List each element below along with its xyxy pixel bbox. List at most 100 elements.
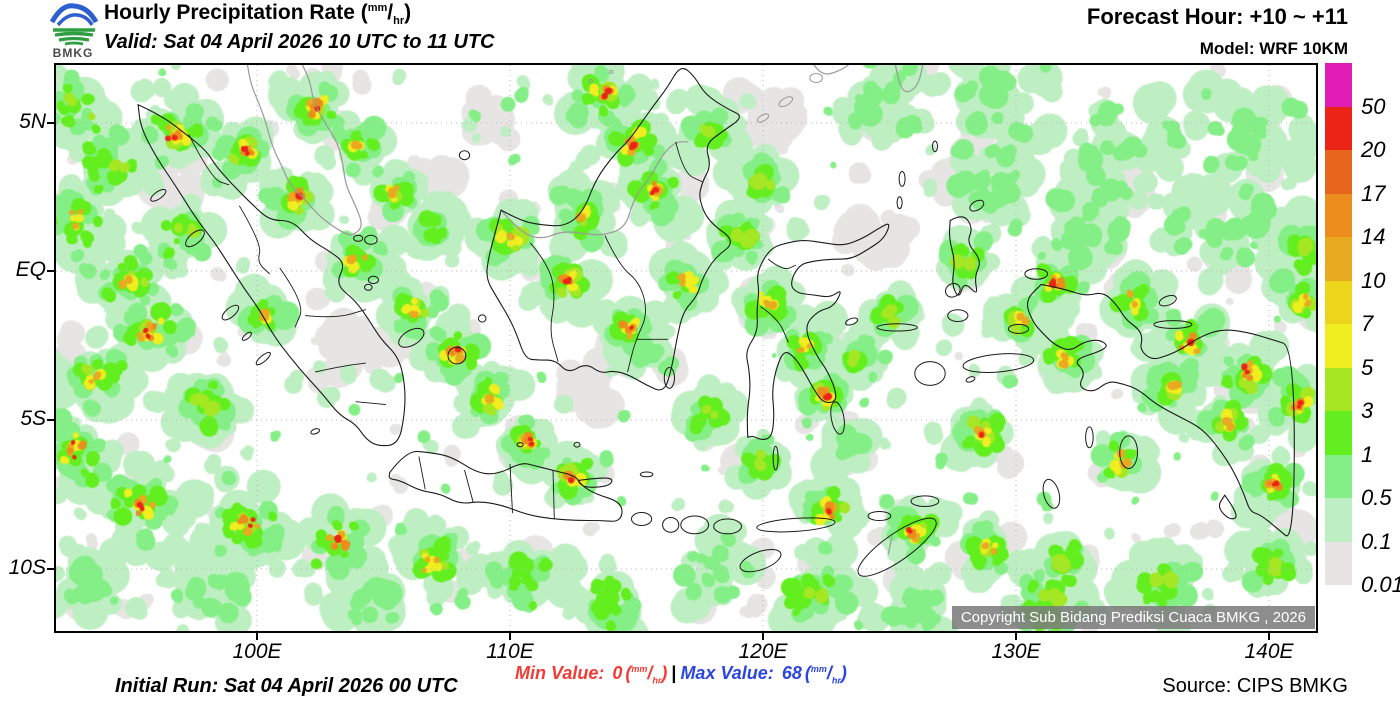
island-outline <box>947 309 969 323</box>
unit-open: ( <box>625 663 632 683</box>
minmax-line: Min Value: 0 (mm/hr) | Max Value: 68 (mm/hr) <box>515 663 847 686</box>
x-axis-tick <box>762 633 764 640</box>
colorbar-swatch <box>1325 63 1352 107</box>
colorbar-swatch <box>1325 541 1352 585</box>
island-outline <box>255 351 271 366</box>
min-value-text: Min Value: 0 (mm/hr) <box>515 663 668 686</box>
province-border <box>418 456 426 490</box>
island-outline <box>1007 323 1030 334</box>
source-line: Source: CIPS BMKG <box>1162 675 1348 697</box>
island-outline <box>221 304 240 321</box>
unit-den: hr <box>652 675 662 686</box>
y-axis-label: 5N <box>19 110 46 133</box>
map-area: Copyright Sub Bidang Prediksi Cuaca BMKG… <box>54 63 1318 633</box>
island-outline <box>662 517 680 533</box>
logo-wave-3 <box>58 36 90 42</box>
island-outline <box>845 317 859 326</box>
bmkg-logo-caption: BMKG <box>52 46 94 60</box>
province-border <box>355 401 387 406</box>
colorbar-swatch <box>1325 454 1352 498</box>
y-axis-tick <box>47 419 54 421</box>
island-outline <box>857 517 937 577</box>
min-label: Min Value: <box>515 663 605 683</box>
island-outline <box>608 70 614 74</box>
coastline <box>746 223 890 440</box>
unit-num: mm <box>631 664 648 674</box>
y-axis-label: 5S <box>20 407 46 430</box>
colorbar-label: 7 <box>1361 311 1374 336</box>
max-value-text: Max Value: 68 (mm/hr) <box>680 663 846 686</box>
max-value: 68 <box>781 663 802 683</box>
min-value: 0 <box>612 663 623 683</box>
coastline <box>1218 494 1237 520</box>
unit-slash: / <box>647 663 653 683</box>
x-axis-label: 100E <box>232 640 282 663</box>
island-outline <box>965 376 976 383</box>
colorbar-swatch <box>1325 193 1352 237</box>
coastline-foreign <box>887 536 893 555</box>
logo-wave-4 <box>64 41 84 46</box>
page-title: Hourly Precipitation Rate (mm/hr) <box>104 1 495 27</box>
island-outline <box>772 445 779 471</box>
province-border <box>315 362 366 373</box>
minmax-separator: | <box>671 663 677 683</box>
valid-time-line: Valid: Sat 04 April 2026 10 UTC to 11 UT… <box>104 31 495 54</box>
island-outline <box>778 96 794 108</box>
coastline <box>577 477 613 488</box>
province-border <box>188 134 230 186</box>
colorbar-label: 50 <box>1361 93 1386 119</box>
unit-close: ) <box>404 1 412 24</box>
province-border <box>675 141 703 183</box>
unit-open: ( <box>360 1 368 24</box>
colorbar-swatch <box>1325 498 1352 542</box>
x-axis-label: 110E <box>486 640 534 663</box>
island-outline <box>588 78 594 83</box>
colorbar-swatch <box>1325 324 1352 368</box>
map-overlay <box>56 65 1316 631</box>
coastline-foreign <box>500 141 689 239</box>
bmkg-logo-graphic <box>49 3 99 46</box>
x-axis-label: 140E <box>1244 640 1294 663</box>
colorbar-label: 5 <box>1361 354 1374 380</box>
province-border <box>509 463 513 514</box>
coastline <box>948 216 980 296</box>
island-outline <box>458 150 471 161</box>
province-border <box>238 205 271 275</box>
island-outline <box>756 517 836 533</box>
colorbar-label: 14 <box>1361 224 1386 249</box>
island-outline <box>150 188 167 202</box>
y-axis-label: EQ <box>15 258 46 281</box>
initial-run-line: Initial Run: Sat 04 April 2026 00 UTC <box>115 675 458 697</box>
colorbar-label: 10 <box>1361 267 1386 293</box>
unit-num: mm <box>810 664 827 674</box>
province-border <box>604 235 646 373</box>
y-axis-label: 10S <box>8 556 46 579</box>
title-block: Hourly Precipitation Rate (mm/hr) Valid:… <box>104 1 495 54</box>
island-outline <box>241 331 252 341</box>
unit-slash: / <box>826 663 832 683</box>
colorbar-label: 0.1 <box>1361 528 1392 554</box>
x-axis-label: 120E <box>738 640 788 663</box>
island-outline <box>1153 320 1193 329</box>
precipitation-field-canvas <box>56 65 1316 631</box>
unit-den: hr <box>831 675 841 686</box>
y-axis-tick <box>47 122 54 124</box>
colorbar-label: 3 <box>1361 398 1374 423</box>
island-outline <box>896 196 903 210</box>
unit-open: ( <box>804 663 811 683</box>
island-outline <box>310 428 321 435</box>
max-label: Max Value: <box>680 663 774 683</box>
header-right-block: Forecast Hour: +10 ~ +11 Model: WRF 10KM <box>1087 4 1348 59</box>
model-label: Model: WRF 10KM <box>1199 39 1348 58</box>
colorbar-swatch <box>1325 367 1352 411</box>
y-axis-tick <box>47 568 54 570</box>
colorbar-label: 20 <box>1361 137 1386 162</box>
x-axis-tick <box>1268 633 1270 640</box>
coastline <box>388 450 623 522</box>
unit-close: ) <box>661 663 668 683</box>
colorbar-label: 1 <box>1361 441 1374 467</box>
island-outline <box>185 229 205 248</box>
island-outline <box>1085 426 1094 449</box>
colorbar-label: 17 <box>1361 180 1386 206</box>
